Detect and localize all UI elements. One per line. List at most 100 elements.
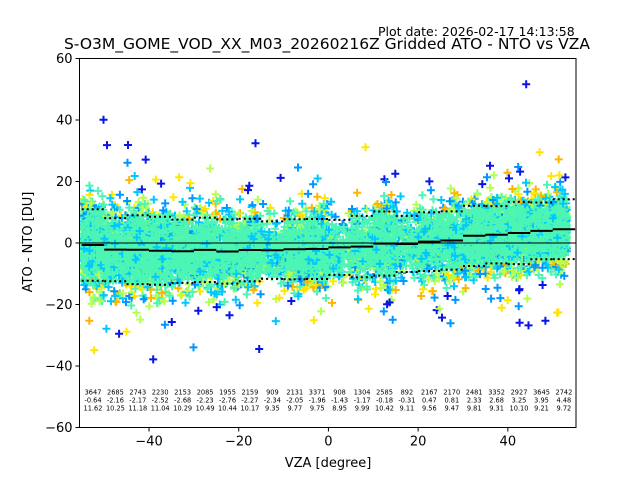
data-point: [125, 203, 134, 212]
data-point: [206, 164, 215, 173]
data-point: [157, 179, 166, 188]
data-point: [127, 301, 136, 310]
data-point: [451, 295, 460, 304]
data-point: [185, 292, 194, 301]
data-point: [236, 195, 244, 204]
data-point: [125, 176, 134, 185]
data-point: [153, 299, 162, 308]
data-point: [168, 296, 177, 305]
data-point: [141, 155, 150, 164]
data-point: [145, 302, 154, 311]
data-point: [496, 294, 505, 303]
data-point: [443, 292, 452, 300]
data-point: [493, 283, 502, 292]
data-point: [304, 189, 313, 198]
data-point: [80, 281, 89, 289]
data-point: [253, 298, 262, 307]
data-point: [522, 80, 531, 89]
data-point: [107, 297, 115, 306]
data-point: [122, 298, 130, 307]
data-point: [157, 289, 166, 297]
data-point: [353, 188, 362, 197]
data-point: [371, 284, 380, 293]
data-point: [89, 293, 98, 302]
data-point: [255, 345, 264, 353]
data-point: [169, 193, 178, 202]
data-point: [115, 329, 124, 338]
data-point: [167, 318, 176, 326]
data-point: [388, 315, 397, 324]
data-point: [497, 303, 506, 312]
chart-title: S-O3M_GOME_VOD_XX_M03_20260216Z Gridded …: [64, 35, 590, 54]
data-point: [313, 174, 322, 183]
data-point: [123, 158, 132, 167]
data-point: [109, 208, 118, 217]
data-point: [183, 275, 192, 284]
data-point: [139, 295, 148, 304]
data-point: [523, 187, 532, 196]
data-point: [123, 197, 132, 205]
data-point: [186, 179, 195, 188]
data-point: [111, 292, 120, 300]
data-point: [514, 302, 523, 311]
data-point: [353, 295, 362, 304]
data-point: [361, 204, 370, 213]
data-point: [515, 286, 524, 295]
data-point: [132, 308, 141, 317]
data-point: [137, 185, 146, 194]
data-point: [133, 188, 142, 197]
data-point: [361, 143, 370, 152]
data-point: [195, 194, 204, 203]
data-point: [379, 307, 388, 316]
data-point: [85, 316, 94, 325]
data-point: [487, 294, 496, 303]
data-point: [160, 320, 169, 329]
data-point: [489, 171, 498, 180]
data-point: [225, 311, 234, 320]
data-point: [481, 285, 490, 293]
data-point: [251, 139, 260, 148]
data-point: [209, 295, 218, 304]
data-point: [122, 327, 131, 336]
data-point: [136, 315, 145, 324]
data-point: [309, 316, 318, 325]
data-point: [253, 195, 262, 204]
data-point: [450, 282, 458, 291]
data-point: [231, 295, 240, 304]
data-point: [503, 296, 512, 305]
data-point: [294, 163, 302, 172]
data-point: [194, 306, 203, 315]
data-point: [90, 346, 99, 355]
data-point: [106, 194, 115, 203]
data-point: [160, 297, 169, 306]
data-point: [524, 321, 533, 330]
data-point: [505, 174, 513, 183]
data-point: [175, 173, 184, 182]
data-point: [515, 318, 524, 327]
data-point: [161, 199, 170, 208]
data-point: [103, 141, 111, 150]
data-point: [165, 291, 174, 300]
data-point: [161, 287, 170, 296]
data-point: [130, 206, 139, 215]
data-point: [391, 169, 400, 178]
data-point: [429, 195, 438, 204]
data-point: [364, 304, 373, 313]
data-point: [234, 209, 243, 218]
data-point: [205, 198, 214, 207]
data-point: [478, 180, 487, 189]
data-point: [503, 168, 512, 177]
data-point: [317, 307, 326, 316]
data-point: [483, 173, 491, 182]
data-point: [287, 297, 296, 305]
data-point: [188, 194, 197, 203]
data-point: [80, 196, 89, 205]
data-point: [94, 186, 103, 195]
data-point: [149, 195, 158, 204]
data-point: [321, 294, 330, 303]
data-point: [87, 299, 96, 308]
data-point: [245, 181, 254, 190]
data-point: [91, 210, 100, 219]
data-point: [276, 173, 285, 182]
data-point: [205, 298, 213, 307]
